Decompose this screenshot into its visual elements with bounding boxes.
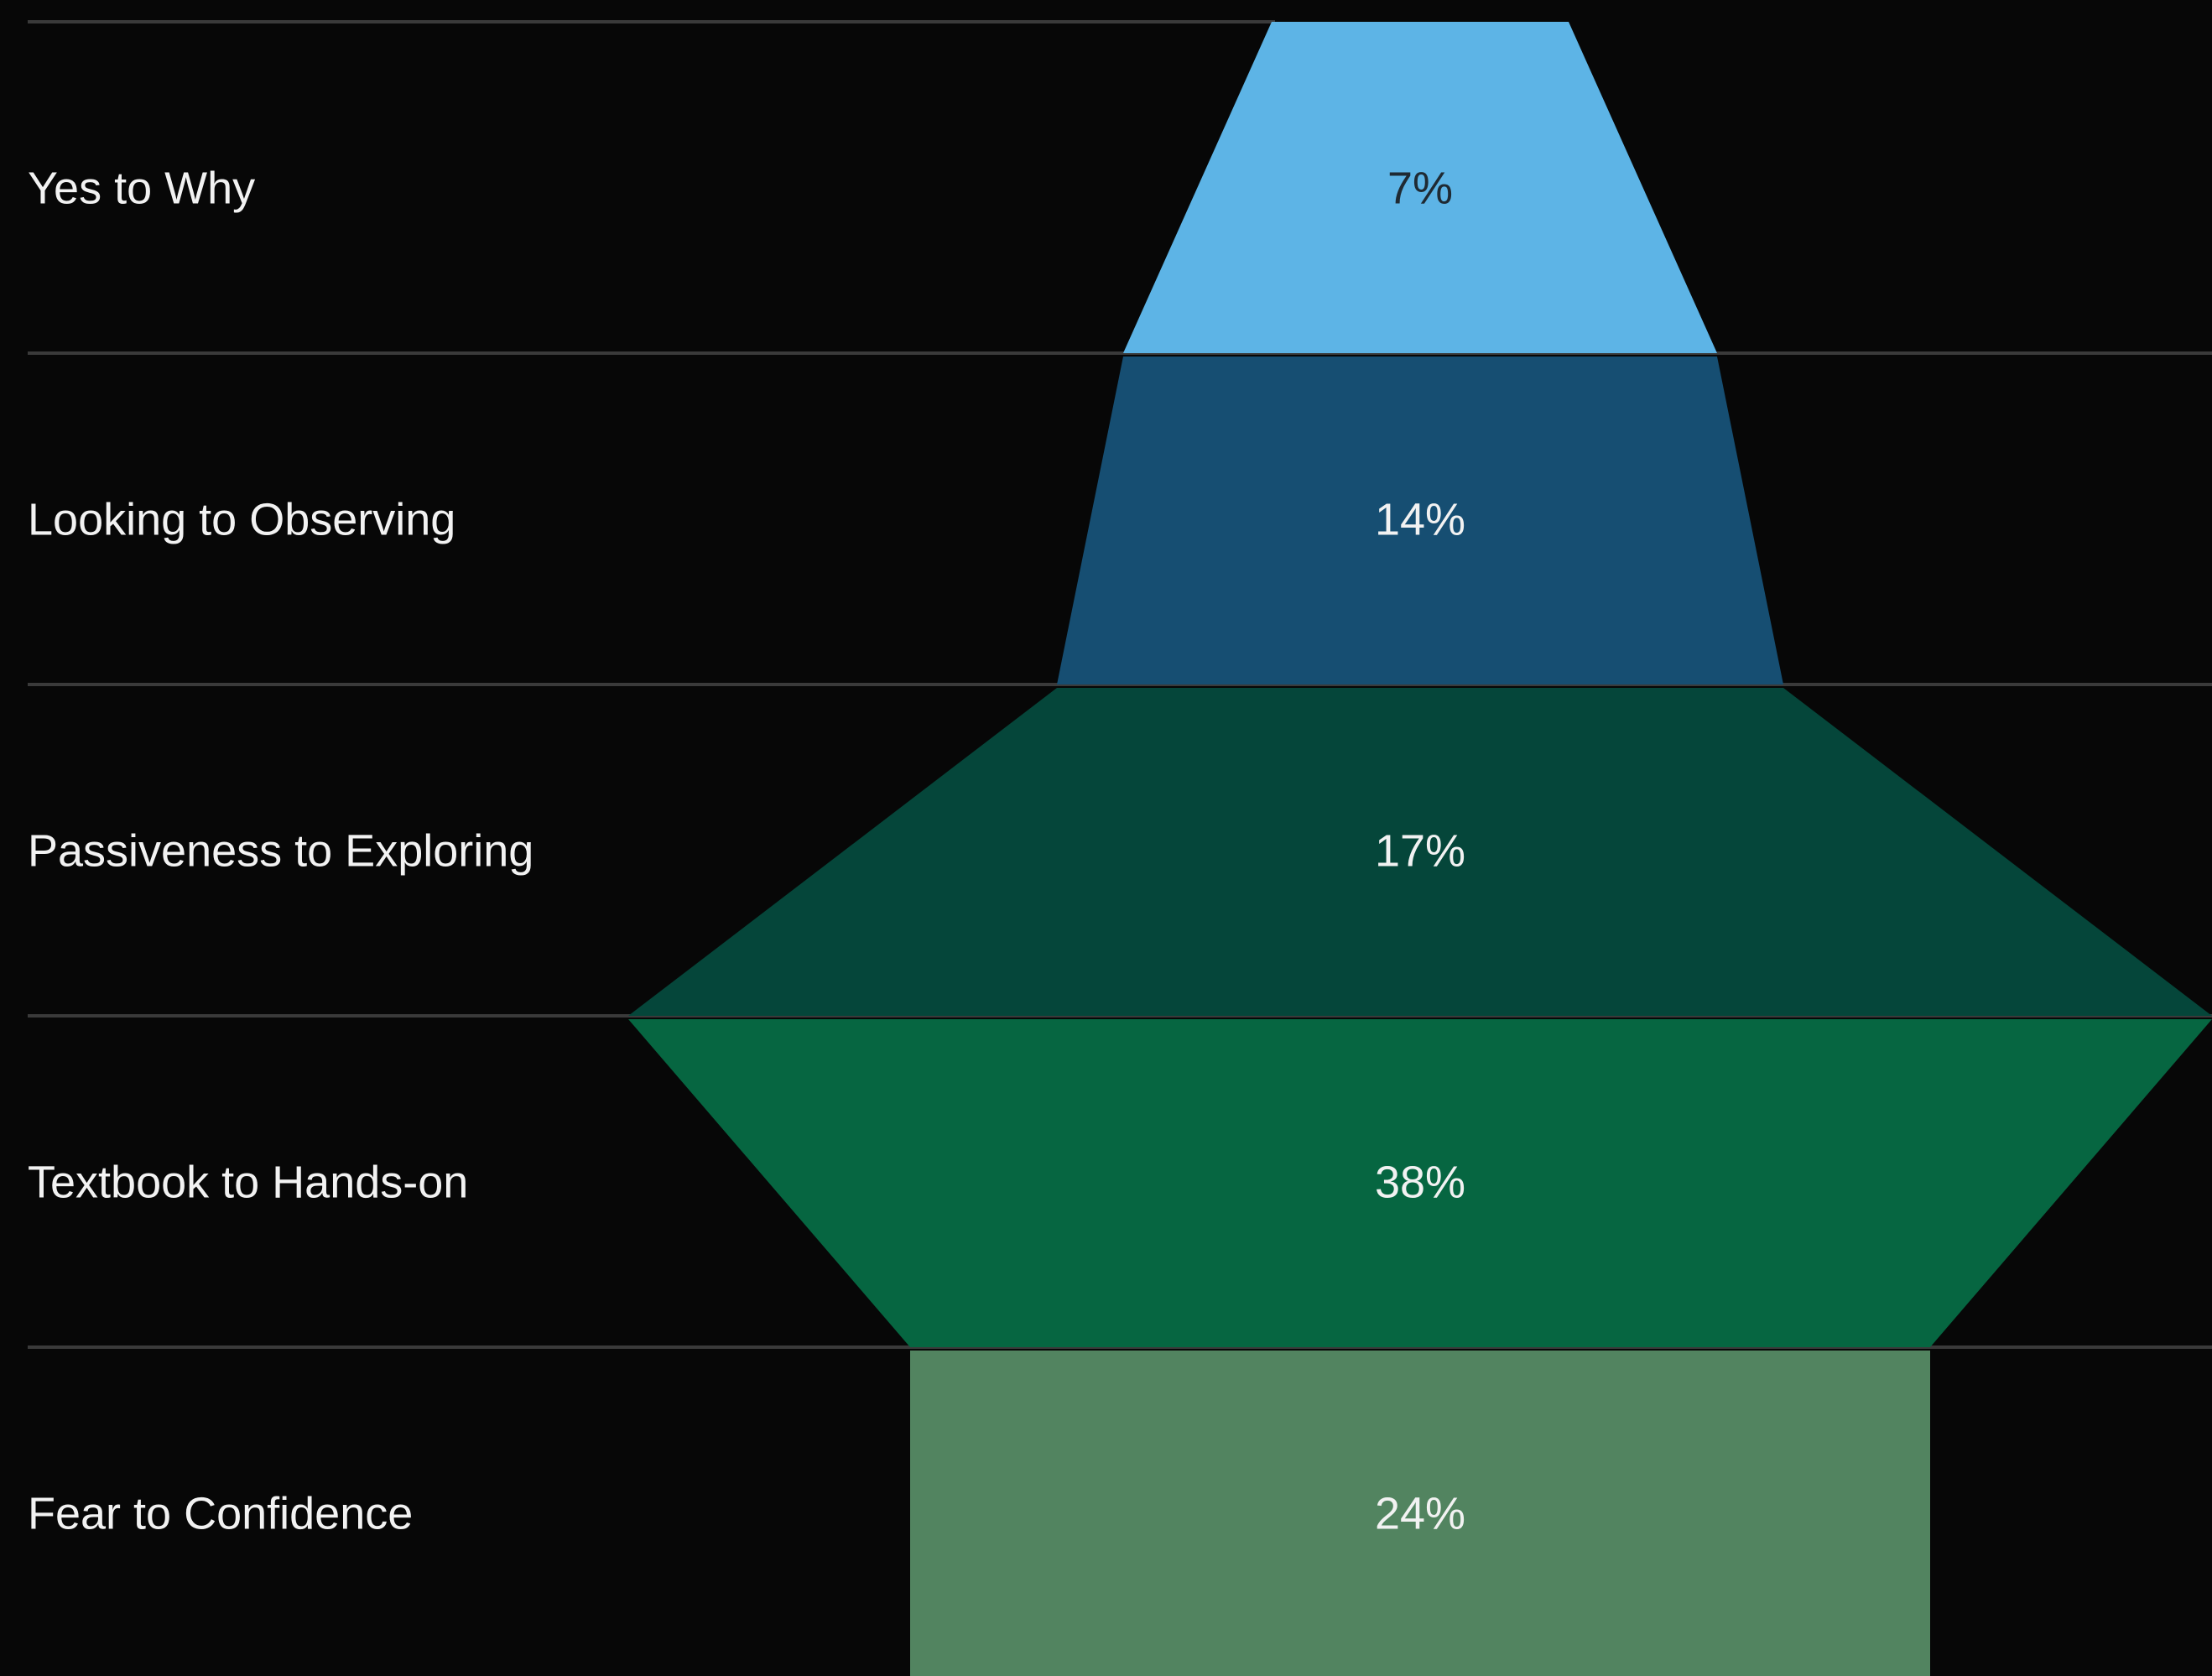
funnel-band-passiveness-to-exploring [628,688,2212,1016]
value-label-looking-to-observing: 14% [1375,495,1465,545]
value-label-yes-to-why: 7% [1387,164,1453,214]
row-label-passiveness-to-exploring: Passiveness to Exploring [28,826,533,877]
funnel-bands [628,22,2212,1676]
funnel-band-fear-to-confidence [910,1351,1930,1676]
funnel-band-yes-to-why [1123,22,1717,353]
row-label-yes-to-why: Yes to Why [28,164,255,214]
value-label-fear-to-confidence: 24% [1375,1489,1465,1539]
value-label-passiveness-to-exploring: 17% [1375,826,1465,877]
row-label-textbook-to-hands-on: Textbook to Hands-on [28,1158,468,1208]
funnel-band-looking-to-observing [1057,357,1783,684]
value-label-textbook-to-hands-on: 38% [1375,1158,1465,1208]
row-label-fear-to-confidence: Fear to Confidence [28,1489,413,1539]
row-label-looking-to-observing: Looking to Observing [28,495,455,545]
funnel-band-textbook-to-hands-on [628,1019,2212,1347]
value-labels: 7% 14% 17% 38% 24% [1375,164,1465,1539]
row-labels: Yes to Why Looking to Observing Passiven… [28,164,533,1539]
